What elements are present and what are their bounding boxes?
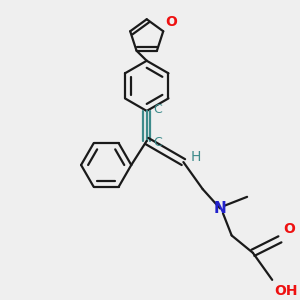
Text: H: H — [191, 150, 202, 164]
Text: O: O — [165, 15, 177, 29]
Text: O: O — [283, 222, 295, 236]
Text: C: C — [154, 136, 162, 149]
Text: C: C — [154, 103, 162, 116]
Text: N: N — [214, 201, 226, 216]
Text: OH: OH — [274, 284, 298, 298]
